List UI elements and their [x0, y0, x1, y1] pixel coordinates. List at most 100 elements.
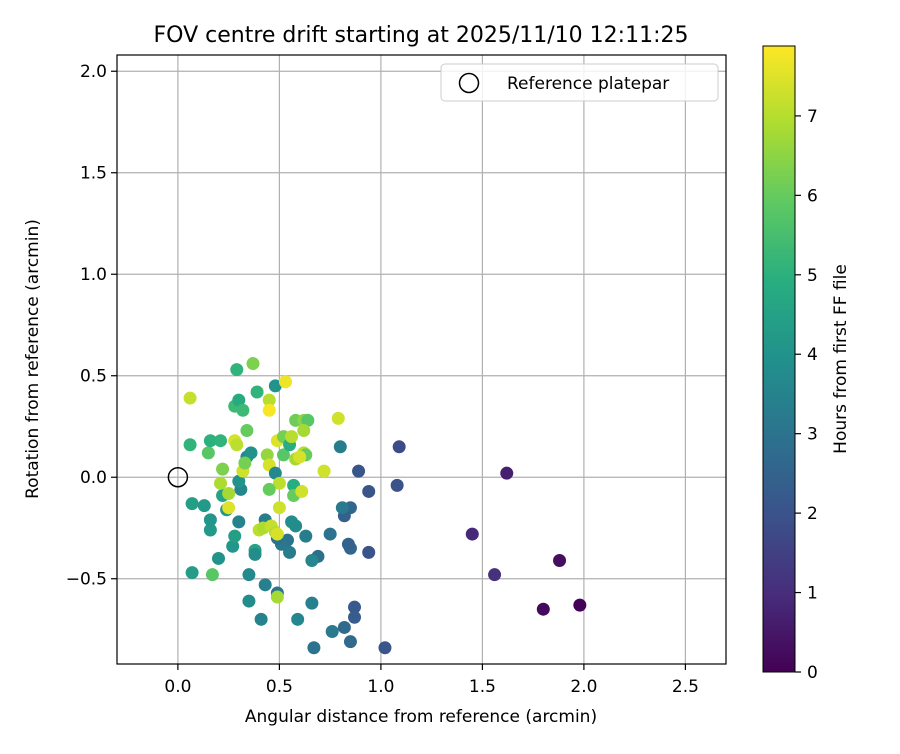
x-axis-ticks: 0.0 0.5 1.0 1.5 2.0 2.5	[164, 664, 699, 697]
data-point	[343, 635, 357, 649]
data-point	[197, 499, 211, 513]
data-point	[323, 527, 337, 541]
y-tick-label: 1.5	[80, 164, 107, 184]
x-tick-label: 1.5	[469, 677, 496, 697]
data-point	[331, 411, 345, 425]
data-point	[232, 474, 246, 488]
data-point	[341, 537, 355, 551]
colorbar-tick-label: 0	[807, 663, 818, 683]
data-point	[295, 484, 309, 498]
data-point	[250, 385, 264, 399]
data-point	[238, 456, 252, 470]
colorbar-label: Hours from first FF file	[831, 264, 851, 454]
data-point	[214, 434, 228, 448]
colorbar: 0 1 2 3 4 5 6 7 Hours from first FF file	[762, 45, 851, 683]
data-point	[242, 594, 256, 608]
data-point	[293, 450, 307, 464]
data-point	[230, 438, 244, 452]
data-point	[335, 501, 349, 515]
data-point	[222, 486, 236, 500]
data-point	[232, 515, 246, 529]
data-point	[307, 641, 321, 655]
data-point	[222, 501, 236, 515]
colorbar-ticks: 0 1 2 3 4 5 6 7	[795, 107, 818, 683]
data-points	[183, 357, 587, 655]
data-point	[305, 553, 319, 567]
y-axis-ticks: −0.5 0.0 0.5 1.0 1.5 2.0	[66, 62, 117, 590]
data-point	[285, 515, 299, 529]
data-point	[240, 424, 254, 438]
data-point	[232, 393, 246, 407]
data-point	[352, 464, 366, 478]
data-point	[270, 527, 284, 541]
data-point	[390, 478, 404, 492]
x-tick-label: 2.5	[672, 677, 699, 697]
reference-platepar-marker	[167, 466, 189, 488]
data-point	[203, 523, 217, 537]
x-tick-label: 2.0	[570, 677, 597, 697]
legend-reference-marker	[458, 72, 480, 94]
data-point	[258, 578, 272, 592]
colorbar-tick-label: 5	[807, 266, 818, 286]
data-point	[262, 482, 276, 496]
data-point	[333, 440, 347, 454]
data-point	[536, 602, 550, 616]
data-point	[276, 448, 290, 462]
data-point	[500, 466, 514, 480]
legend-box	[440, 63, 719, 102]
data-point	[305, 596, 319, 610]
data-point	[268, 379, 282, 393]
colorbar-tick-label: 7	[807, 107, 818, 127]
data-point	[228, 529, 242, 543]
grid-lines	[117, 55, 726, 664]
data-point	[465, 527, 479, 541]
y-tick-label: 2.0	[80, 62, 107, 82]
x-tick-label: 1.0	[367, 677, 394, 697]
data-point	[254, 612, 268, 626]
x-axis-label: Angular distance from reference (arcmin)	[245, 707, 597, 727]
legend: Reference platepar	[440, 63, 719, 102]
data-point	[183, 438, 197, 452]
data-point	[325, 625, 339, 639]
data-point	[203, 513, 217, 527]
data-point	[272, 476, 286, 490]
colorbar-tick-label: 3	[807, 425, 818, 445]
data-point	[299, 529, 313, 543]
data-point	[226, 539, 240, 553]
data-point	[205, 568, 219, 582]
data-point	[488, 568, 502, 582]
colorbar-tick-label: 6	[807, 186, 818, 206]
data-point	[392, 440, 406, 454]
data-point	[283, 545, 297, 559]
data-point	[212, 551, 225, 565]
colorbar-tick-label: 4	[807, 345, 818, 365]
data-point	[278, 375, 292, 389]
data-point	[216, 462, 230, 476]
y-tick-label: 1.0	[80, 265, 107, 285]
y-tick-label: 0.5	[80, 367, 107, 387]
plot-frame	[116, 54, 727, 665]
colorbar-tick-label: 2	[807, 504, 818, 524]
data-point	[317, 464, 331, 478]
data-point	[230, 363, 244, 377]
data-point	[378, 641, 392, 655]
data-point	[272, 501, 286, 515]
data-point	[244, 446, 258, 460]
data-point	[573, 598, 587, 612]
data-point	[246, 357, 260, 371]
y-tick-label: 0.0	[80, 468, 107, 488]
data-point	[203, 434, 217, 448]
colorbar-tick-label: 1	[807, 584, 818, 604]
data-point	[214, 476, 228, 490]
data-point	[268, 466, 282, 480]
data-point	[291, 612, 305, 626]
data-point	[337, 620, 351, 634]
x-tick-label: 0.5	[266, 677, 293, 697]
y-axis-label: Rotation from reference (arcmin)	[23, 219, 43, 499]
data-point	[270, 590, 284, 604]
data-point	[297, 424, 311, 438]
y-tick-label: −0.5	[66, 570, 107, 590]
colorbar-gradient	[762, 45, 796, 673]
data-point	[242, 568, 256, 582]
